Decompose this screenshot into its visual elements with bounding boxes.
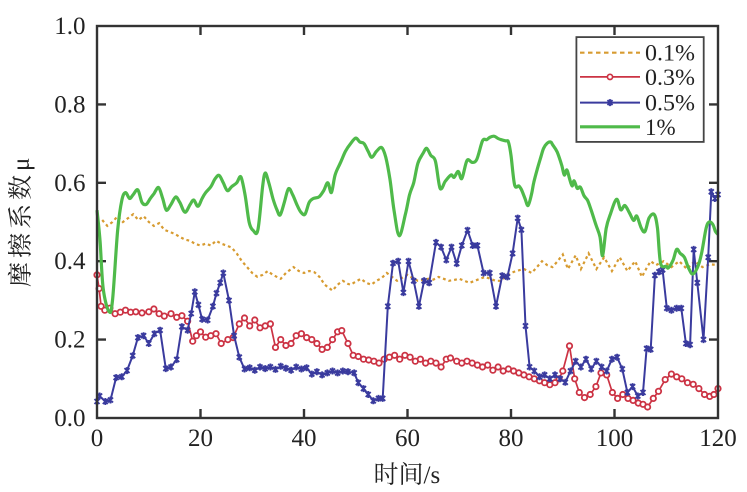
svg-text:1%: 1% bbox=[645, 115, 676, 140]
svg-text:0.5%: 0.5% bbox=[645, 91, 695, 116]
svg-text:80: 80 bbox=[499, 425, 524, 452]
svg-text:40: 40 bbox=[292, 425, 317, 452]
svg-text:100: 100 bbox=[596, 425, 634, 452]
svg-text:/s: /s bbox=[424, 462, 441, 489]
svg-text:0.2: 0.2 bbox=[54, 327, 85, 354]
svg-text:0.0: 0.0 bbox=[54, 405, 85, 432]
svg-text:0.6: 0.6 bbox=[54, 170, 85, 197]
svg-text:0.3%: 0.3% bbox=[645, 65, 695, 90]
svg-text:120: 120 bbox=[699, 425, 737, 452]
svg-text:20: 20 bbox=[188, 425, 213, 452]
svg-text:0.4: 0.4 bbox=[54, 248, 86, 275]
svg-text:0: 0 bbox=[91, 425, 104, 452]
svg-text:μ: μ bbox=[8, 158, 35, 171]
svg-text:0.8: 0.8 bbox=[54, 91, 85, 118]
svg-text:1.0: 1.0 bbox=[54, 13, 85, 40]
svg-text:0.1%: 0.1% bbox=[645, 41, 695, 66]
svg-text:60: 60 bbox=[395, 425, 420, 452]
